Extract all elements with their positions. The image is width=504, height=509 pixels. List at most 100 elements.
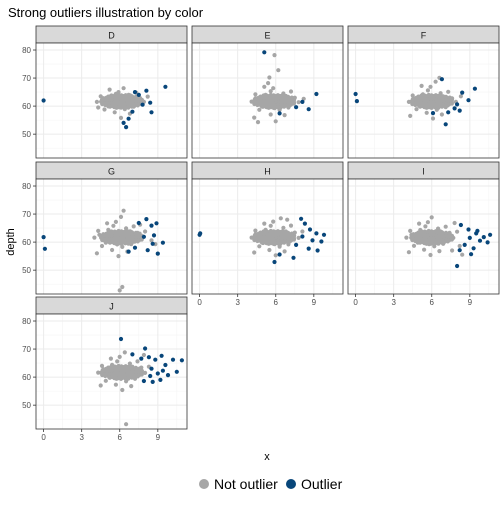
point-outlier [457, 108, 462, 113]
point-not-outlier [137, 231, 142, 236]
point-not-outlier [264, 93, 269, 98]
point-not-outlier [418, 104, 423, 109]
point-not-outlier [129, 104, 134, 109]
point-outlier [132, 245, 138, 250]
point-not-outlier [120, 387, 125, 393]
point-not-outlier [276, 68, 281, 73]
point-not-outlier [271, 219, 276, 224]
point-not-outlier [118, 115, 124, 120]
point-outlier [160, 368, 165, 373]
point-not-outlier [452, 220, 457, 226]
point-not-outlier [100, 237, 105, 243]
point-outlier [277, 252, 282, 257]
point-not-outlier [121, 86, 126, 91]
point-not-outlier [143, 370, 148, 375]
point-not-outlier [426, 228, 431, 234]
panel-border [35, 178, 188, 295]
point-outlier [439, 77, 444, 82]
point-not-outlier [289, 95, 294, 100]
point-not-outlier [425, 88, 430, 93]
point-not-outlier [445, 103, 450, 108]
point-outlier [121, 120, 126, 125]
point-outlier [446, 110, 451, 115]
legend-key-not-outlier [199, 479, 209, 489]
point-not-outlier [117, 354, 122, 359]
point-not-outlier [416, 94, 421, 99]
point-not-outlier [419, 83, 424, 88]
point-not-outlier [445, 239, 450, 244]
point-outlier [149, 110, 154, 115]
point-not-outlier [411, 243, 417, 248]
point-outlier [145, 248, 150, 253]
point-not-outlier [289, 231, 294, 236]
point-not-outlier [443, 94, 449, 99]
point-outlier [170, 357, 176, 362]
point-not-outlier [121, 208, 126, 213]
point-outlier [149, 223, 154, 228]
point-outlier [155, 371, 160, 376]
point-outlier [475, 228, 480, 233]
point-not-outlier [109, 229, 114, 234]
point-not-outlier [106, 230, 111, 235]
facet-strip-label: I [422, 167, 425, 177]
point-outlier [354, 99, 359, 104]
point-not-outlier [433, 79, 438, 84]
point-not-outlier [99, 243, 105, 249]
point-not-outlier [282, 104, 287, 109]
legend-label-not-outlier: Not outlier [214, 476, 278, 492]
point-not-outlier [126, 241, 131, 246]
point-not-outlier [268, 228, 273, 234]
y-tick-label: 80 [22, 182, 31, 191]
point-not-outlier [428, 84, 433, 89]
point-not-outlier [123, 229, 128, 234]
x-tick-label: 6 [430, 298, 435, 307]
y-tick-label: 50 [22, 130, 31, 139]
point-not-outlier [115, 359, 120, 364]
point-not-outlier [278, 216, 283, 221]
point-not-outlier [135, 374, 140, 379]
point-not-outlier [129, 240, 134, 245]
point-not-outlier [106, 365, 111, 370]
point-not-outlier [112, 93, 117, 98]
y-tick-label: 70 [22, 74, 31, 83]
point-not-outlier [120, 284, 125, 290]
point-not-outlier [419, 93, 424, 98]
point-outlier [146, 355, 151, 360]
point-not-outlier [118, 214, 124, 219]
y-axis-label: depth [5, 228, 17, 256]
point-not-outlier [443, 224, 448, 229]
facet-strip-label: F [421, 31, 427, 41]
point-not-outlier [429, 241, 434, 246]
point-not-outlier [282, 113, 287, 118]
x-tick-label: 6 [118, 433, 123, 442]
facet-strip-label: G [108, 167, 115, 177]
point-not-outlier [133, 230, 138, 235]
point-outlier [163, 84, 168, 89]
point-not-outlier [433, 229, 438, 234]
y-tick-label: 50 [22, 401, 31, 410]
point-not-outlier [271, 86, 276, 91]
point-not-outlier [282, 240, 287, 245]
point-not-outlier [253, 232, 258, 237]
point-not-outlier [439, 112, 444, 117]
x-tick-label: 3 [391, 298, 396, 307]
point-not-outlier [128, 93, 133, 98]
point-outlier [149, 366, 154, 371]
y-tick-label: 70 [22, 345, 31, 354]
point-not-outlier [123, 93, 128, 98]
point-not-outlier [143, 229, 148, 234]
point-not-outlier [275, 229, 280, 234]
point-not-outlier [116, 228, 121, 234]
point-outlier [310, 238, 315, 243]
point-not-outlier [410, 101, 415, 107]
facet-panel-G: G 50 60 70 80 [22, 161, 188, 295]
facet-panel-H: H 0 3 6 9 [191, 161, 344, 307]
panel-border [191, 178, 344, 295]
y-tick-label: 60 [22, 102, 31, 111]
point-outlier [118, 336, 124, 342]
point-outlier [462, 242, 467, 247]
x-tick-label: 9 [468, 298, 473, 307]
point-outlier [148, 373, 153, 379]
point-not-outlier [92, 235, 97, 240]
point-not-outlier [149, 238, 154, 243]
